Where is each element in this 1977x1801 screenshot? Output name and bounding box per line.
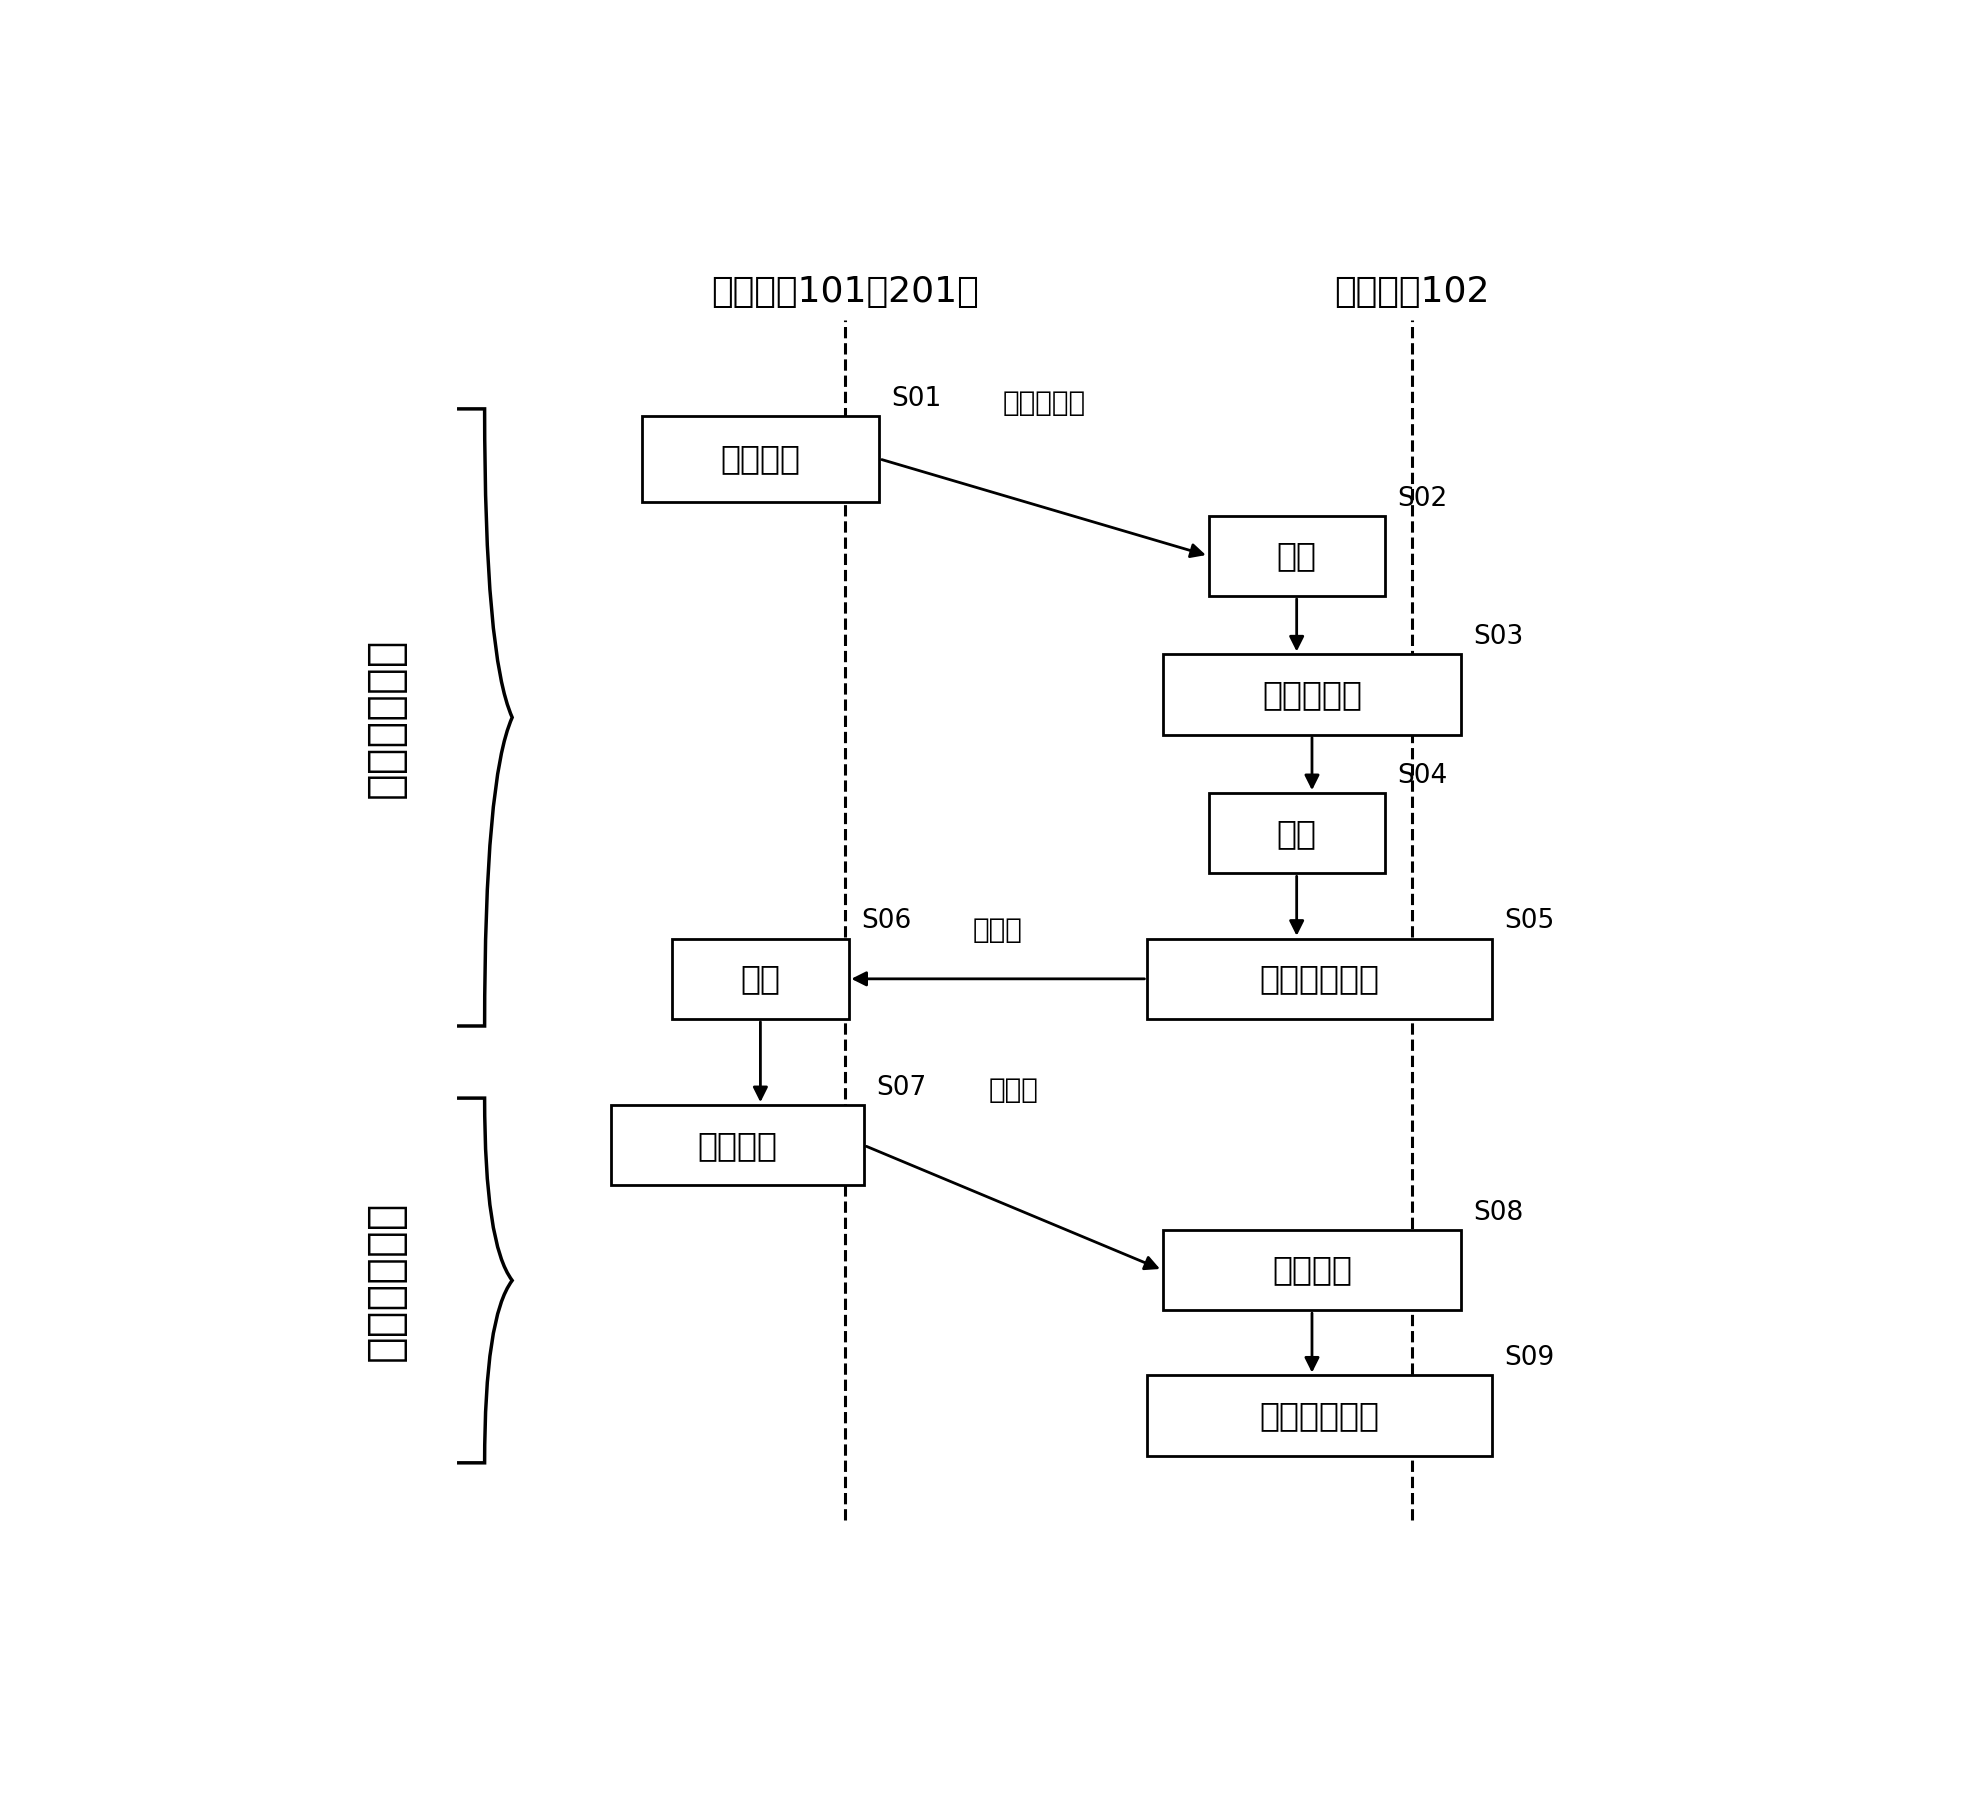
FancyBboxPatch shape — [1147, 1376, 1493, 1455]
Text: 受光: 受光 — [741, 962, 781, 996]
Text: 光源发光: 光源发光 — [720, 443, 801, 475]
Text: 受光: 受光 — [1277, 538, 1317, 573]
FancyBboxPatch shape — [1208, 792, 1384, 873]
Text: S04: S04 — [1398, 764, 1447, 789]
Text: 发送装罐101（201）: 发送装罐101（201） — [712, 276, 979, 310]
Text: S05: S05 — [1504, 908, 1554, 935]
Text: 分类及编组: 分类及编组 — [1261, 677, 1362, 711]
Text: 数据接收: 数据接收 — [1271, 1253, 1352, 1286]
Text: 光信号: 光信号 — [973, 917, 1022, 944]
FancyBboxPatch shape — [611, 1106, 864, 1185]
Text: S07: S07 — [876, 1075, 927, 1100]
Text: S02: S02 — [1398, 486, 1447, 511]
FancyBboxPatch shape — [643, 416, 880, 502]
Text: S06: S06 — [860, 908, 911, 935]
FancyBboxPatch shape — [1162, 1230, 1461, 1311]
Text: 数据发送: 数据发送 — [698, 1129, 777, 1162]
Text: 光信号: 光信号 — [988, 1075, 1038, 1104]
Text: 存储: 存储 — [1277, 816, 1317, 850]
Text: S08: S08 — [1473, 1199, 1524, 1226]
FancyBboxPatch shape — [1147, 938, 1493, 1019]
Text: S01: S01 — [892, 385, 941, 412]
Text: 初始设定动作: 初始设定动作 — [364, 638, 407, 798]
Text: 设定光信号: 设定光信号 — [1002, 389, 1085, 418]
Text: S03: S03 — [1473, 625, 1524, 650]
FancyBboxPatch shape — [1162, 654, 1461, 735]
FancyBboxPatch shape — [1208, 515, 1384, 596]
Text: 数据传输动作: 数据传输动作 — [364, 1199, 407, 1362]
FancyBboxPatch shape — [672, 938, 848, 1019]
Text: S09: S09 — [1504, 1345, 1554, 1371]
Text: 数据发送请求: 数据发送请求 — [1259, 962, 1380, 996]
Text: 按组读出信号: 按组读出信号 — [1259, 1399, 1380, 1432]
Text: 接收装罐102: 接收装罐102 — [1334, 276, 1489, 310]
